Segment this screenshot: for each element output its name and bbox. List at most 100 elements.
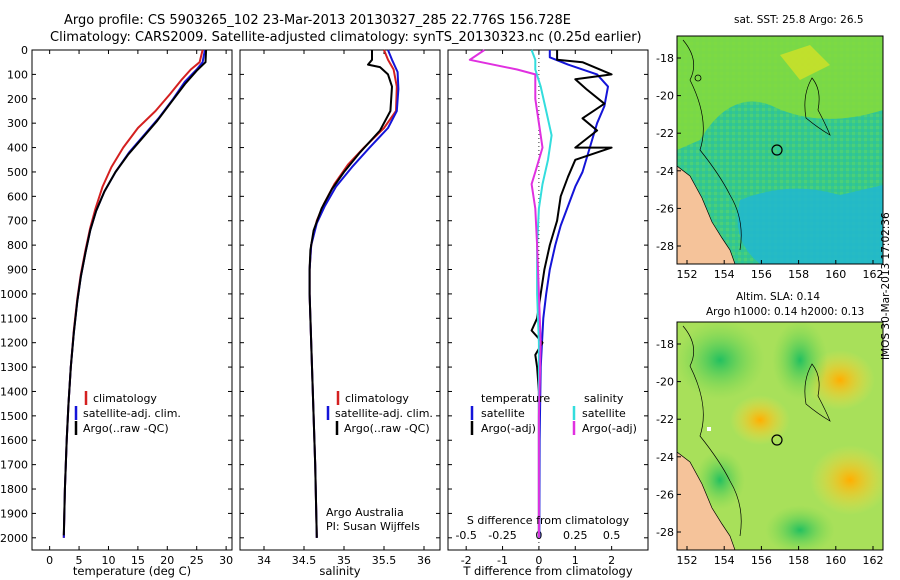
x-tick-label: 34 bbox=[257, 554, 271, 567]
x-tick-label: 10 bbox=[101, 554, 115, 567]
map-y-tick-label: -26 bbox=[656, 202, 674, 215]
y-tick-label: 1700 bbox=[0, 459, 28, 472]
y-tick-label: 1400 bbox=[0, 385, 28, 398]
map-y-tick-label: -20 bbox=[656, 90, 674, 103]
salinity-axes: 34 34.5 35 35.5 36 bbox=[240, 49, 440, 567]
series-line-t-argo-adj- bbox=[530, 50, 613, 538]
y-tick-label: 1200 bbox=[0, 337, 28, 350]
map-y-tick-label: -18 bbox=[656, 338, 674, 351]
temperature-axes: 0 5 10 15 20 25 300100200300400500600700800900… bbox=[0, 44, 233, 567]
salinity-series bbox=[308, 49, 400, 538]
imos-timestamp: IMOS 30-Mar-2013 17:02:36 bbox=[880, 212, 892, 360]
land-australia bbox=[677, 451, 736, 550]
legend-label: climatology bbox=[93, 392, 157, 405]
s-tick-label: 0.25 bbox=[563, 529, 588, 542]
legend-label: Argo(-adj) bbox=[481, 422, 536, 435]
map-x-tick-label: 158 bbox=[788, 268, 809, 281]
map-x-tick-label: 154 bbox=[714, 268, 735, 281]
argo-location-marker bbox=[771, 144, 783, 156]
sla-map-axes: 152 154 156 158 160 162 -18 -20 -22 -24 -26 -28 bbox=[656, 338, 883, 567]
map-x-tick-label: 162 bbox=[863, 268, 884, 281]
salinity-legend: climatology satellite-adj. clim. Argo(..… bbox=[326, 391, 433, 435]
y-tick-label: 600 bbox=[7, 190, 28, 203]
x-tick-label: 15 bbox=[131, 554, 145, 567]
temperature-panel: 0 5 10 15 20 25 300100200300400500600700800900… bbox=[0, 44, 233, 578]
map-x-tick-label: 156 bbox=[751, 268, 772, 281]
sst-map: 152 154 156 158 160 162 -18 -20 -22 -24 -26 -28 bbox=[656, 35, 884, 281]
island-marker bbox=[694, 74, 702, 82]
y-tick-label: 800 bbox=[7, 239, 28, 252]
y-tick-label: 700 bbox=[7, 215, 28, 228]
y-tick-label: 2000 bbox=[0, 532, 28, 545]
salinity-panel: 34 34.5 35 35.5 36 salinity climatology sate… bbox=[239, 49, 441, 578]
argo-location-marker bbox=[771, 434, 783, 446]
sst-cool-region bbox=[737, 185, 883, 264]
figure-title-line-2: Climatology: CARS2009. Satellite-adjuste… bbox=[50, 30, 642, 45]
y-tick-label: 1900 bbox=[0, 507, 28, 520]
sst-warm-region bbox=[677, 36, 883, 150]
legend-label: satellite bbox=[582, 407, 626, 420]
map-y-tick-label: -24 bbox=[656, 451, 674, 464]
x-tick-label: -2 bbox=[461, 554, 472, 567]
sst-map-title: sat. SST: 25.8 Argo: 26.5 bbox=[734, 14, 864, 26]
y-tick-label: 1800 bbox=[0, 483, 28, 496]
map-y-tick-label: -22 bbox=[656, 413, 674, 426]
legend-label: satellite bbox=[481, 407, 525, 420]
difference-panel: -2 -1 0 1 2-0.5 -0.25 0 0.25 0.5 S difference fr… bbox=[447, 49, 649, 578]
series-line-argo-raw-qc- bbox=[308, 50, 393, 538]
map-y-tick-label: -18 bbox=[656, 52, 674, 65]
legend-label: satellite-adj. clim. bbox=[83, 407, 181, 420]
difference-series bbox=[468, 49, 613, 538]
temperature-axes-frame bbox=[31, 49, 233, 551]
y-tick-label: 1300 bbox=[0, 361, 28, 374]
y-tick-label: 1600 bbox=[0, 434, 28, 447]
sla-map-title: Altim. SLA: 0.14 bbox=[736, 291, 821, 303]
map-x-tick-label: 160 bbox=[825, 268, 846, 281]
x-tick-label: 34.5 bbox=[292, 554, 317, 567]
map-y-tick-label: -24 bbox=[656, 165, 674, 178]
legend-label: climatology bbox=[345, 392, 409, 405]
y-tick-label: 100 bbox=[7, 68, 28, 81]
map-y-tick-label: -26 bbox=[656, 488, 674, 501]
s-tick-label: -0.5 bbox=[455, 529, 476, 542]
sla-low-region bbox=[677, 322, 765, 400]
sla-map-frame bbox=[676, 321, 884, 551]
legend-title-temperature: temperature bbox=[481, 392, 550, 405]
reef-contour bbox=[804, 363, 831, 422]
legend-label: Argo(..raw -QC) bbox=[344, 422, 430, 435]
difference-axes-frame bbox=[447, 49, 649, 551]
x-tick-label: 36 bbox=[417, 554, 431, 567]
legend-label: satellite-adj. clim. bbox=[335, 407, 433, 420]
temperature-xlabel: temperature (deg C) bbox=[73, 564, 191, 578]
map-x-tick-label: 156 bbox=[751, 554, 772, 567]
salinity-axes-frame bbox=[239, 49, 441, 551]
sla-high-region bbox=[810, 445, 883, 515]
land-australia bbox=[677, 165, 736, 264]
legend-title-salinity: salinity bbox=[584, 392, 624, 405]
map-x-tick-label: 152 bbox=[677, 268, 698, 281]
series-line-argo-raw-qc- bbox=[62, 49, 208, 536]
series-line-s-satellite bbox=[530, 49, 553, 538]
annotation-institution: Argo Australia bbox=[326, 506, 404, 519]
map-y-tick-label: -22 bbox=[656, 127, 674, 140]
x-tick-label: 25 bbox=[190, 554, 204, 567]
sla-low-region bbox=[765, 505, 835, 550]
y-tick-label: 1500 bbox=[0, 410, 28, 423]
s-diff-axis-label: S difference from climatology bbox=[467, 514, 630, 527]
y-tick-label: 500 bbox=[7, 166, 28, 179]
temperature-series bbox=[62, 49, 208, 538]
map-x-tick-label: 160 bbox=[825, 554, 846, 567]
annotation-pi: PI: Susan Wijffels bbox=[326, 520, 420, 533]
y-tick-label: 400 bbox=[7, 142, 28, 155]
figure-title-line-1: Argo profile: CS 5903265_102 23-Mar-2013… bbox=[64, 13, 572, 28]
y-tick-label: 1000 bbox=[0, 288, 28, 301]
map-x-tick-label: 158 bbox=[788, 554, 809, 567]
y-tick-label: 1100 bbox=[0, 312, 28, 325]
map-y-tick-label: -28 bbox=[656, 240, 674, 253]
difference-legend: temperature satellite Argo(-adj) salinit… bbox=[470, 392, 637, 435]
map-x-tick-label: 154 bbox=[714, 554, 735, 567]
x-tick-label: 35.5 bbox=[372, 554, 397, 567]
map-x-tick-label: 152 bbox=[677, 554, 698, 567]
x-tick-label: 2 bbox=[608, 554, 615, 567]
